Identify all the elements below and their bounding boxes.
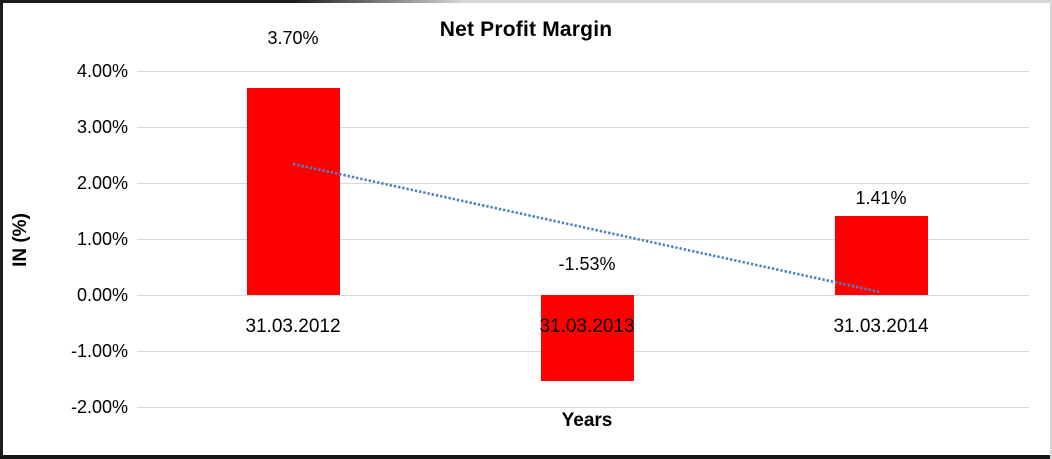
y-tick-label: 2.00% <box>76 173 128 193</box>
x-axis-title: Years <box>561 410 613 431</box>
chart-title: Net Profit Margin <box>439 18 613 41</box>
y-axis-tickmark <box>137 295 145 296</box>
data-label: 1.41% <box>855 188 907 208</box>
y-axis-tickmark <box>137 127 145 128</box>
x-category-label: 31.03.2012 <box>245 316 341 337</box>
y-tick-label: 3.00% <box>76 117 128 137</box>
frame-bottom-border <box>0 455 1052 459</box>
data-label: 3.70% <box>267 28 319 48</box>
y-axis-tickmark <box>137 407 145 408</box>
data-label: -1.53% <box>558 254 616 274</box>
frame-left-border <box>0 0 3 459</box>
y-axis-tickmark <box>137 183 145 184</box>
x-category-label: 31.03.2014 <box>833 316 929 337</box>
y-tick-label: -1.00% <box>70 341 128 361</box>
y-tick-label: 0.00% <box>76 285 128 305</box>
gridline <box>145 407 1029 408</box>
bar-31.03.2013 <box>540 295 634 381</box>
y-axis-tickmark <box>137 239 145 240</box>
bar-31.03.2014 <box>834 216 928 295</box>
y-tick-label: -2.00% <box>70 397 128 417</box>
y-axis-tickmark <box>137 351 145 352</box>
frame-top-border <box>0 0 1052 3</box>
bar-31.03.2012 <box>246 87 340 295</box>
gridline <box>145 71 1029 72</box>
frame-right-border <box>1050 0 1052 459</box>
x-category-label: 31.03.2013 <box>539 316 635 337</box>
gridline <box>145 127 1029 128</box>
y-tick-label: 4.00% <box>76 61 128 81</box>
y-axis-tickmark <box>137 71 145 72</box>
y-tick-label: 1.00% <box>76 229 128 249</box>
